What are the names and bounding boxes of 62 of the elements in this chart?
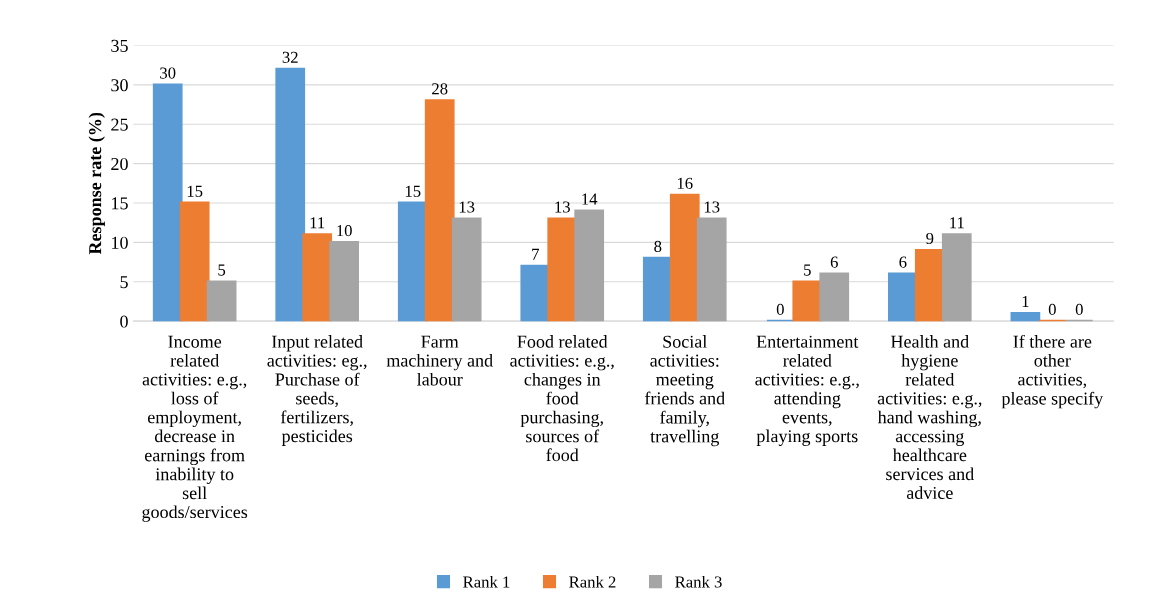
bar bbox=[206, 280, 237, 322]
data-label: 5 bbox=[218, 264, 226, 276]
data-label: 0 bbox=[1048, 303, 1056, 316]
data-label: 10 bbox=[337, 224, 352, 237]
bar bbox=[329, 241, 360, 322]
data-label: 6 bbox=[899, 256, 907, 268]
bar bbox=[424, 99, 455, 322]
data-label: 5 bbox=[804, 264, 811, 276]
x-tick-label: Food related activities: e.g., changes in food purchasing, sources of food bbox=[510, 335, 614, 462]
y-tick-label: 30 bbox=[111, 79, 128, 92]
data-label: 15 bbox=[405, 185, 421, 197]
y-tick-label: 0 bbox=[120, 315, 128, 328]
y-tick-label: 15 bbox=[112, 197, 128, 210]
category-label: Health and hygiene related activities: e.g., hand washing, accessing healthcare services and advice bbox=[877, 335, 982, 500]
data-label: 7 bbox=[532, 248, 539, 260]
data-label: 28 bbox=[432, 83, 448, 95]
data-label: 14 bbox=[582, 193, 598, 205]
y-tick-label: 35 bbox=[111, 39, 128, 52]
data-label: 15 bbox=[187, 185, 203, 197]
data-label: 32 bbox=[282, 51, 298, 63]
x-tick-label: Farm machinery and labour bbox=[386, 335, 493, 386]
bar bbox=[696, 217, 727, 322]
bar bbox=[451, 217, 482, 322]
y-tick-label: 10 bbox=[112, 236, 128, 249]
bar bbox=[1010, 311, 1041, 322]
data-label: 11 bbox=[950, 217, 964, 229]
x-tick-label: If there are other activities, please specify bbox=[1001, 334, 1104, 409]
bar bbox=[574, 209, 605, 322]
data-label: 1 bbox=[1022, 295, 1029, 307]
x-tick-label: Social activities: meeting friends and family, travelling bbox=[644, 335, 725, 447]
bar bbox=[152, 83, 183, 322]
legend-label: Rank 3 bbox=[675, 575, 722, 588]
y-tick-label: 25 bbox=[111, 118, 128, 131]
bar bbox=[302, 233, 333, 322]
bar bbox=[642, 256, 673, 322]
category-label: Income related activities: e.g., loss of employment, decrease in earnings from inability to sell goods/services bbox=[142, 335, 248, 522]
data-label: 0 bbox=[1075, 303, 1083, 316]
bar bbox=[941, 233, 972, 322]
data-label: 9 bbox=[926, 232, 934, 245]
data-label: 0 bbox=[776, 303, 784, 316]
legend-label: Rank 1 bbox=[463, 575, 510, 588]
bar bbox=[397, 201, 428, 322]
legend-label: Rank 2 bbox=[569, 575, 616, 588]
bar bbox=[275, 67, 306, 322]
y-tick-label: 20 bbox=[111, 157, 128, 171]
bar bbox=[819, 272, 850, 322]
data-label: 13 bbox=[555, 201, 570, 213]
x-tick-label: Input related activities: eg., Purchase of seeds, fertilizers, pesticides bbox=[267, 335, 367, 446]
data-label: 13 bbox=[459, 201, 475, 213]
bar bbox=[669, 193, 700, 322]
data-label: 16 bbox=[677, 177, 693, 189]
y-tick-label: 5 bbox=[120, 276, 128, 289]
y-axis-title: Response rate (%) bbox=[88, 112, 105, 255]
bar bbox=[887, 272, 918, 322]
data-label: 11 bbox=[310, 217, 325, 229]
data-label: 6 bbox=[830, 256, 838, 268]
data-label: 30 bbox=[160, 67, 176, 79]
data-label: 8 bbox=[654, 240, 662, 252]
data-label: 13 bbox=[704, 201, 720, 213]
x-tick-label: Entertainment related activities: e.g., attending events, playing sports bbox=[755, 335, 859, 446]
bar bbox=[914, 248, 945, 322]
bar bbox=[179, 201, 210, 322]
